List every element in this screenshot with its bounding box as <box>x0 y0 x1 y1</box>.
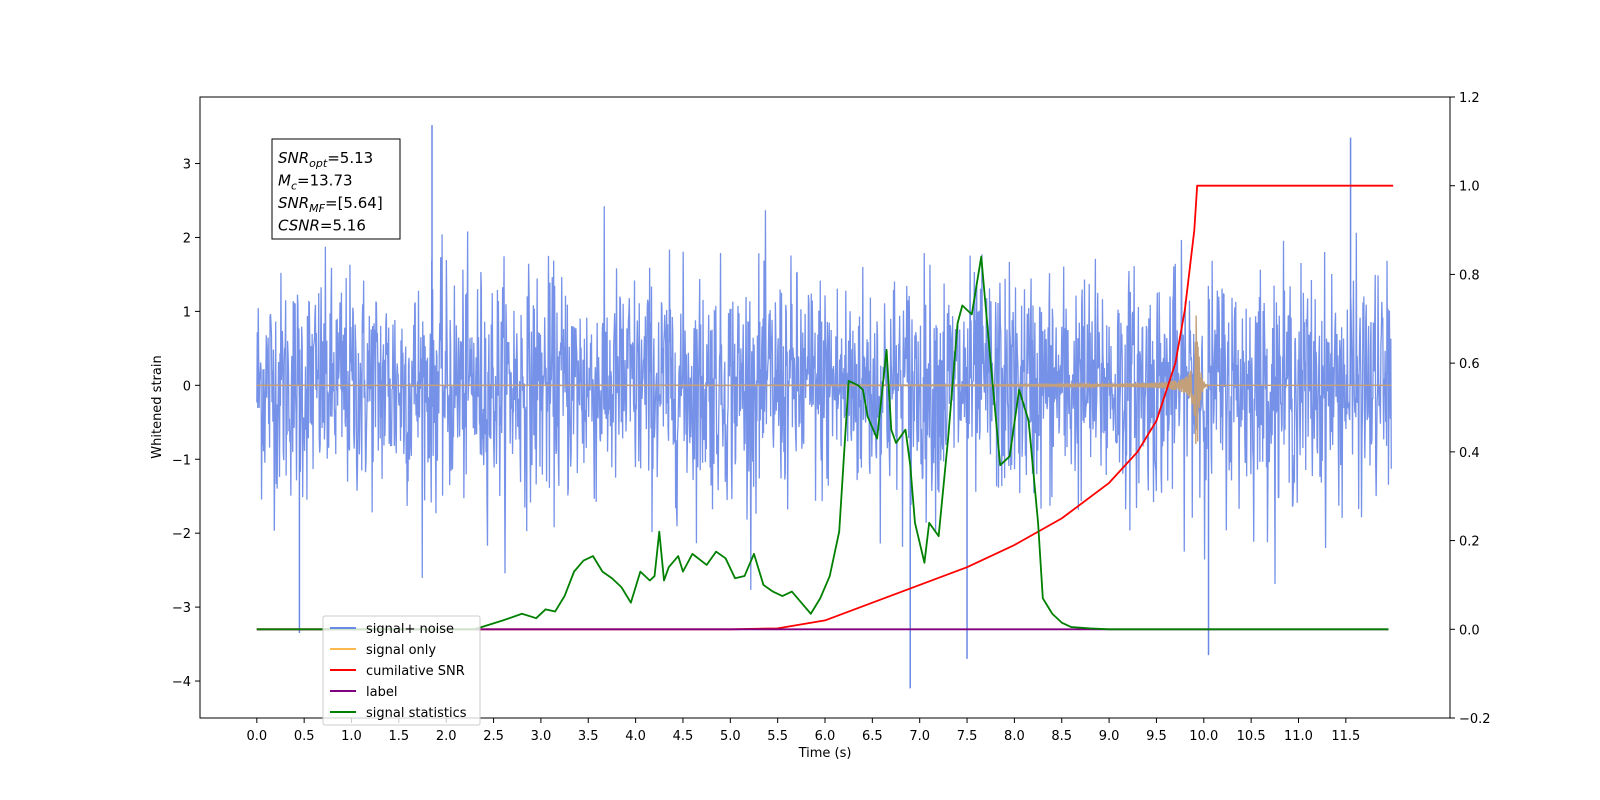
info-line: Mc=13.73 <box>278 172 353 193</box>
plot-area <box>256 125 1394 689</box>
y-right-tick-label: 0.8 <box>1459 268 1480 283</box>
y-right-tick-label: 0.0 <box>1459 623 1480 638</box>
x-tick-label: 11.5 <box>1331 729 1360 744</box>
legend-frame <box>322 615 481 726</box>
x-tick-label: 6.5 <box>862 729 883 744</box>
info-line: SNRMF=[5.64] <box>278 194 383 215</box>
x-tick-label: 11.0 <box>1284 729 1313 744</box>
x-tick-label: 1.5 <box>389 729 410 744</box>
x-tick-label: 7.0 <box>909 729 930 744</box>
y-left-tick-label: −2 <box>172 527 191 542</box>
series-signal-only <box>256 315 1392 445</box>
y-right-tick-label: 1.2 <box>1459 91 1480 106</box>
y-left-tick-label: −1 <box>172 453 191 468</box>
y-right-tick-label: −0.2 <box>1459 712 1491 727</box>
legend-entry: signal statistics <box>366 706 467 721</box>
x-tick-label: 8.0 <box>1004 729 1025 744</box>
x-tick-label: 0.0 <box>246 729 267 744</box>
series-signal-noise <box>256 206 1392 590</box>
legend-entry: cumilative SNR <box>366 664 465 679</box>
x-tick-label: 10.5 <box>1237 729 1266 744</box>
series-signal-statistics <box>256 255 1389 631</box>
x-tick-label: 9.5 <box>1146 729 1167 744</box>
legend-entry: signal only <box>366 643 436 658</box>
x-tick-label: 2.5 <box>483 729 504 744</box>
y-right-tick-label: 1.0 <box>1459 180 1480 195</box>
info-line: CSNR=5.16 <box>278 217 366 235</box>
x-tick-label: 9.0 <box>1099 729 1120 744</box>
x-tick-label: 3.0 <box>531 729 552 744</box>
legend-entry: label <box>366 685 397 700</box>
legend: signal+ noise signal only cumilative SNR la… <box>322 615 481 726</box>
x-tick-label: 5.0 <box>720 729 741 744</box>
x-tick-label: 3.5 <box>578 729 599 744</box>
legend-entry: signal+ noise <box>366 622 454 637</box>
x-tick-label: 1.0 <box>341 729 362 744</box>
x-tick-label: 4.0 <box>625 729 646 744</box>
y-left-tick-label: 2 <box>183 231 191 246</box>
x-tick-label: 6.0 <box>815 729 836 744</box>
y-left-tick-label: 3 <box>183 158 191 173</box>
x-tick-label: 4.5 <box>673 729 694 744</box>
x-tick-label: 0.5 <box>294 729 315 744</box>
axes: 0.0 0.5 1.0 1.5 2.0 2.5 3.0 3.5 4.0 4.5 5.0 5.5 6.0 6… <box>172 91 1491 744</box>
y-right-tick-label: 0.6 <box>1459 357 1480 372</box>
x-axis-title: Time (s) <box>798 746 852 761</box>
info-line: SNRopt=5.13 <box>278 149 373 170</box>
y-left-tick-label: 1 <box>183 305 191 320</box>
y-axis-title: Whitened strain <box>150 355 165 458</box>
x-tick-label: 5.5 <box>767 729 788 744</box>
info-box-frame <box>271 138 401 240</box>
x-tick-label: 10.0 <box>1189 729 1218 744</box>
y-left-tick-label: −4 <box>172 675 191 690</box>
x-tick-label: 7.5 <box>957 729 978 744</box>
y-left-tick-label: 0 <box>183 379 191 394</box>
series-cumulative-snr <box>256 184 1394 631</box>
y-left-tick-label: −3 <box>172 601 191 616</box>
y-right-tick-label: 0.2 <box>1459 535 1480 550</box>
y-right-tick-label: 0.4 <box>1459 446 1480 461</box>
x-tick-label: 8.5 <box>1051 729 1072 744</box>
x-tick-label: 2.0 <box>436 729 457 744</box>
